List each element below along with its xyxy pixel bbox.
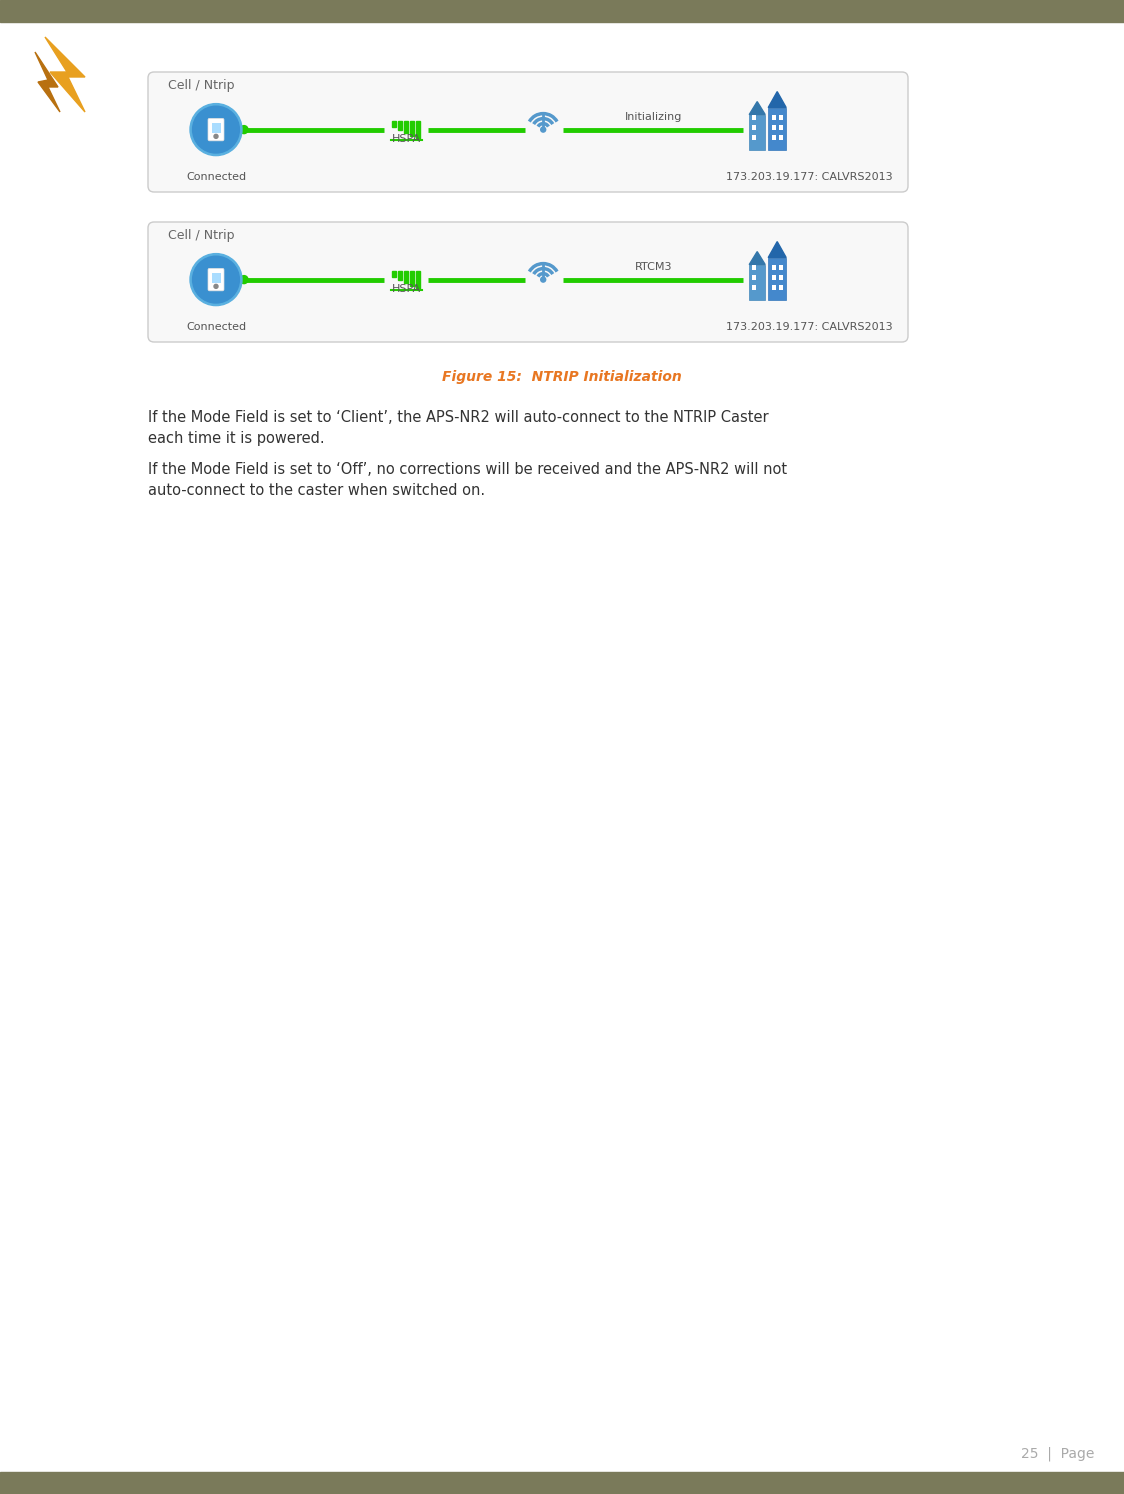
Circle shape — [241, 125, 248, 133]
FancyBboxPatch shape — [208, 269, 224, 291]
Bar — [416, 121, 420, 139]
Bar — [392, 121, 396, 127]
Bar — [211, 123, 220, 133]
Circle shape — [241, 275, 248, 284]
Circle shape — [190, 254, 242, 306]
Bar — [416, 270, 420, 288]
Text: Connected: Connected — [185, 323, 246, 332]
Bar — [772, 134, 777, 139]
Bar — [752, 284, 756, 290]
Bar — [779, 134, 783, 139]
Text: Cell / Ntrip: Cell / Ntrip — [167, 230, 235, 242]
Polygon shape — [750, 102, 765, 115]
FancyBboxPatch shape — [208, 118, 224, 140]
Text: If the Mode Field is set to ‘Client’, the APS-NR2 will auto-connect to the NTRIP: If the Mode Field is set to ‘Client’, th… — [148, 409, 769, 447]
Text: 173.203.19.177: CALVRS2013: 173.203.19.177: CALVRS2013 — [726, 172, 892, 182]
Bar — [410, 270, 414, 285]
Text: RTCM3: RTCM3 — [634, 261, 672, 272]
Bar — [768, 108, 786, 149]
Bar — [0, 0, 1124, 22]
Circle shape — [192, 106, 239, 152]
Bar — [750, 115, 765, 149]
Bar — [779, 264, 783, 269]
Polygon shape — [35, 52, 60, 112]
Text: HSPA: HSPA — [392, 133, 422, 143]
Bar — [779, 275, 783, 279]
Text: 25  |  Page: 25 | Page — [1021, 1446, 1094, 1461]
Circle shape — [214, 284, 218, 288]
Circle shape — [190, 103, 242, 155]
Bar — [398, 121, 402, 130]
Bar — [404, 270, 408, 282]
Text: HSPA: HSPA — [392, 284, 422, 294]
FancyBboxPatch shape — [148, 223, 908, 342]
Polygon shape — [768, 242, 786, 257]
Circle shape — [192, 255, 239, 303]
Bar — [768, 257, 786, 300]
Polygon shape — [768, 91, 786, 108]
Text: Connected: Connected — [185, 172, 246, 182]
Bar — [750, 264, 765, 300]
Text: 173.203.19.177: CALVRS2013: 173.203.19.177: CALVRS2013 — [726, 323, 892, 332]
Bar — [772, 115, 777, 120]
Polygon shape — [750, 251, 765, 264]
Bar — [752, 115, 756, 120]
Bar — [752, 124, 756, 130]
Bar — [772, 275, 777, 279]
Text: If the Mode Field is set to ‘Off’, no corrections will be received and the APS-N: If the Mode Field is set to ‘Off’, no co… — [148, 462, 787, 498]
Bar — [211, 272, 220, 284]
Text: Initializing: Initializing — [625, 112, 682, 121]
Bar — [779, 115, 783, 120]
FancyBboxPatch shape — [148, 72, 908, 193]
Text: Figure 15:  NTRIP Initialization: Figure 15: NTRIP Initialization — [442, 371, 682, 384]
Circle shape — [541, 276, 545, 282]
Bar — [772, 124, 777, 130]
Bar — [752, 275, 756, 279]
Bar — [398, 270, 402, 279]
Bar — [752, 134, 756, 139]
Bar — [772, 284, 777, 290]
Bar — [779, 124, 783, 130]
Bar — [0, 1472, 1124, 1494]
Polygon shape — [45, 37, 85, 112]
Circle shape — [214, 134, 218, 139]
Bar — [410, 121, 414, 136]
Bar — [772, 264, 777, 269]
Circle shape — [541, 127, 545, 131]
Bar — [779, 284, 783, 290]
Text: Cell / Ntrip: Cell / Ntrip — [167, 79, 235, 93]
Bar — [752, 264, 756, 269]
Bar — [392, 270, 396, 276]
Bar — [404, 121, 408, 133]
